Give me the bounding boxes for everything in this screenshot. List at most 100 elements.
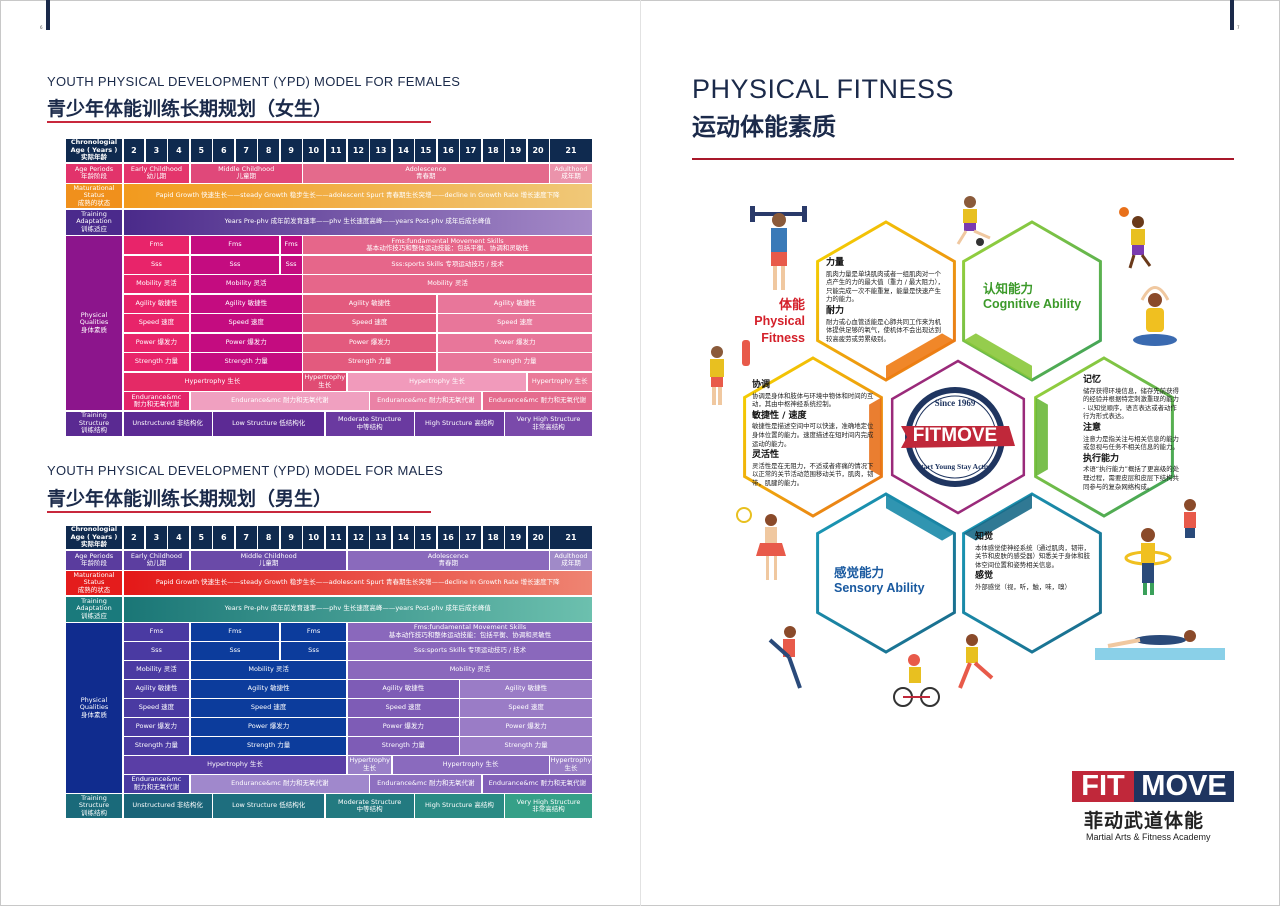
- table-cell: Strength 力量: [123, 353, 190, 371]
- age-column-header: 20: [527, 526, 549, 549]
- perception-sensation-text: 知觉 本体感觉使神经系统（通过肌肉，韧带，关节和皮肤的感受器）知悉关于身体和肢体空…: [975, 530, 1095, 592]
- age-column-header: 8: [258, 139, 280, 162]
- page-marker-bar: [1230, 0, 1234, 30]
- training-structure-label: Training Structure 训练结构: [66, 794, 122, 818]
- physical-qualities-label: Physical Qualities 身体素质: [66, 623, 122, 793]
- table-cell: Mobility 灵活: [190, 661, 347, 679]
- table-cell: Agility 敏捷性: [303, 294, 437, 313]
- age-column-header: 11: [325, 139, 347, 162]
- table-cell: Moderate Structure 中等结构: [325, 794, 414, 818]
- table-cell: Agility 敏捷性: [123, 294, 190, 313]
- table-cell: Sss:sports Skills 专项运动技巧 / 技术: [347, 642, 592, 660]
- kid-illustration: [1184, 499, 1196, 538]
- age-column-header: 18: [482, 526, 504, 549]
- block-text: 敏捷性是描述空间中可以快速，准确地定位身体位置的能力。速度描述在短时间内完成运动…: [752, 422, 874, 448]
- brand-move: MOVE: [1134, 771, 1234, 802]
- seal-brand-text: FITMOVE: [912, 425, 998, 446]
- table-cell: Endurance&mc 耐力和无氧代谢: [482, 392, 592, 410]
- male-title-zh: 青少年体能训练长期规划（男生）: [47, 488, 333, 510]
- table-cell: Papid Growth 快速生长——steady Growth 稳步生长——a…: [123, 184, 592, 208]
- sensory-ability-label: 感觉能力 Sensory Ability: [834, 562, 925, 595]
- block-heading: 知觉: [975, 532, 994, 542]
- cognitive-ability-zh: 认知能力: [983, 281, 1034, 296]
- hex-memory-band: [1035, 397, 1048, 477]
- age-column-header: 9: [280, 139, 302, 162]
- cognitive-ability-en: Cognitive Ability: [983, 297, 1082, 311]
- age-column-header: 12: [347, 526, 369, 549]
- age-column-header: 19: [505, 526, 527, 549]
- age-column-header: 16: [437, 139, 459, 162]
- block-text: 肌肉力量是单块肌肉或者一组肌肉对一个点产生的力的最大值（重力 / 最大阻力），只…: [826, 269, 945, 304]
- coordination-agility-text: 协调 协调是身体和肢体与环境中物体和时间的互动，其由中枢神经系统控制。 敏捷性 / …: [752, 378, 879, 488]
- table-cell: Power 爆发力: [190, 333, 302, 352]
- table-cell: Hypertrophy 生长: [347, 756, 392, 774]
- table-cell: Low Structure 低结构化: [213, 411, 325, 436]
- age-column-header: 6: [213, 526, 235, 549]
- table-cell: Agility 敏捷性: [123, 680, 190, 698]
- age-column-header: 6: [213, 139, 235, 162]
- age-header-label: Chronologial Age ( Years ) 实际年龄: [66, 139, 122, 162]
- hex-strength-band: [886, 333, 955, 380]
- table-cell: Sss: [280, 255, 302, 274]
- table-cell: Power 爆发力: [303, 333, 437, 352]
- strength-endurance-text: 力量 肌肉力量是单块肌肉或者一组肌肉对一个点产生的力的最大值（重力 / 最大阻力）…: [826, 256, 946, 343]
- table-cell: Strength 力量: [303, 353, 437, 371]
- age-column-header: 14: [392, 526, 414, 549]
- table-cell: Sss: [190, 642, 280, 660]
- sensory-ability-zh: 感觉能力: [834, 565, 885, 580]
- age-column-header: 2: [123, 526, 145, 549]
- table-cell: Low Structure 低结构化: [213, 794, 325, 818]
- table-cell: Fms: [280, 236, 302, 254]
- table-cell: Mobility 灵活: [123, 275, 190, 293]
- table-cell: Middle Childhood 儿童期: [190, 550, 347, 570]
- row-label: Training Adaptation 训练适应: [66, 209, 122, 235]
- table-cell: Years Pre-phv 成年前发育速率——phv 生长速度高峰——years…: [123, 209, 592, 235]
- hex-sensory-band: [886, 494, 955, 541]
- age-column-header: 10: [303, 139, 325, 162]
- sensory-ability-en: Sensory Ability: [834, 581, 925, 595]
- cyclist-illustration: [893, 654, 940, 707]
- age-column-header: 21: [550, 526, 592, 549]
- age-column-header: 7: [235, 139, 257, 162]
- hex-coordination-band: [869, 397, 882, 477]
- age-column-header: 13: [370, 139, 392, 162]
- age-column-header: 5: [190, 139, 212, 162]
- table-cell: Agility 敏捷性: [347, 680, 459, 698]
- age-column-header: 19: [505, 139, 527, 162]
- age-column-header: 3: [145, 139, 167, 162]
- block-heading: 执行能力: [1083, 453, 1120, 464]
- table-cell: Speed 速度: [190, 314, 302, 332]
- age-column-header: 8: [258, 526, 280, 549]
- table-cell: Adulthood 成年期: [550, 550, 592, 570]
- swimmer-illustration: [1095, 630, 1225, 660]
- table-cell: Power 爆发力: [347, 718, 459, 736]
- female-title-zh: 青少年体能训练长期规划（女生）: [47, 98, 333, 120]
- block-heading: 感觉: [975, 571, 994, 582]
- block-text: 注意力是指关注与相关信息的能力或忽视与任务不相关信息的能力。: [1083, 434, 1179, 452]
- table-cell: Speed 速度: [123, 699, 190, 717]
- fitmove-brand-logo: FIT MOVE: [1072, 771, 1234, 802]
- table-cell: Speed 速度: [303, 314, 437, 332]
- hex-perception-band: [963, 494, 1032, 541]
- table-cell: Endurance&mc 耐力和无氧代谢: [370, 392, 482, 410]
- block-text: 术语“执行能力”概括了更高级的处理过程，需要皮层和皮层下结构共同参与的复杂网络构…: [1083, 465, 1180, 491]
- training-structure-label: Training Structure 训练结构: [66, 411, 122, 436]
- fitness-title-rule: [692, 158, 1234, 160]
- age-column-header: 17: [460, 139, 482, 162]
- row-label: Age Periods 年龄阶段: [66, 550, 122, 570]
- age-column-header: 11: [325, 526, 347, 549]
- table-cell: Hypertrophy 生长: [303, 372, 347, 391]
- table-cell: Strength 力量: [347, 737, 459, 755]
- fitness-title-en: PHYSICAL FITNESS: [692, 74, 955, 104]
- table-cell: Endurance&mc 耐力和无氧代谢: [190, 392, 369, 410]
- table-cell: Hypertrophy 生长: [550, 756, 592, 774]
- table-cell: Hypertrophy 生长: [527, 372, 592, 391]
- age-column-header: 10: [303, 526, 325, 549]
- brand-chinese-name: 菲动武道体能: [1084, 810, 1205, 832]
- tennis-player-illustration: [736, 507, 786, 580]
- table-cell: Sss: [280, 642, 347, 660]
- table-cell: Speed 速度: [437, 314, 592, 332]
- table-cell: Years Pre-phv 成年前发育速率——phv 生长速度高峰——years…: [123, 596, 592, 622]
- table-cell: Strength 力量: [437, 353, 592, 371]
